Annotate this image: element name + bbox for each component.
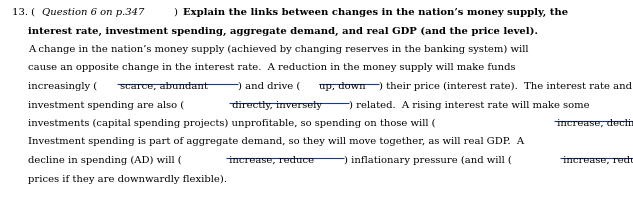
Text: ): ) xyxy=(174,8,181,17)
Text: investments (capital spending projects) unprofitable, so spending on those will : investments (capital spending projects) … xyxy=(28,119,436,128)
Text: ) and drive (: ) and drive ( xyxy=(239,82,301,91)
Text: cause an opposite change in the interest rate.  A reduction in the money supply : cause an opposite change in the interest… xyxy=(28,64,515,73)
Text: scarce, abundant: scarce, abundant xyxy=(117,82,211,91)
Text: increase, reduce: increase, reduce xyxy=(226,156,318,165)
Text: Explain the links between changes in the nation’s money supply, the: Explain the links between changes in the… xyxy=(183,8,568,17)
Text: up, down: up, down xyxy=(319,82,365,91)
Text: ) related.  A rising interest rate will make some: ) related. A rising interest rate will m… xyxy=(349,100,590,110)
Text: increase, decline: increase, decline xyxy=(554,119,633,128)
Text: ) their price (interest rate).  The interest rate and: ) their price (interest rate). The inter… xyxy=(379,82,632,91)
Text: A change in the nation’s money supply (achieved by changing reserves in the bank: A change in the nation’s money supply (a… xyxy=(28,45,529,54)
Text: ) inflationary pressure (and will (: ) inflationary pressure (and will ( xyxy=(344,156,511,165)
Text: increase, reduce: increase, reduce xyxy=(560,156,633,165)
Text: directly, inversely: directly, inversely xyxy=(229,100,322,110)
Text: increasingly (: increasingly ( xyxy=(28,82,97,91)
Text: prices if they are downwardly flexible).: prices if they are downwardly flexible). xyxy=(28,175,227,184)
Text: interest rate, investment spending, aggregate demand, and real GDP (and the pric: interest rate, investment spending, aggr… xyxy=(28,27,538,36)
Text: 13. (: 13. ( xyxy=(12,8,35,17)
Text: Question 6 on p.347: Question 6 on p.347 xyxy=(42,8,144,17)
Text: decline in spending (AD) will (: decline in spending (AD) will ( xyxy=(28,156,182,165)
Text: investment spending are also (: investment spending are also ( xyxy=(28,100,184,110)
Text: Investment spending is part of aggregate demand, so they will move together, as : Investment spending is part of aggregate… xyxy=(28,138,524,146)
